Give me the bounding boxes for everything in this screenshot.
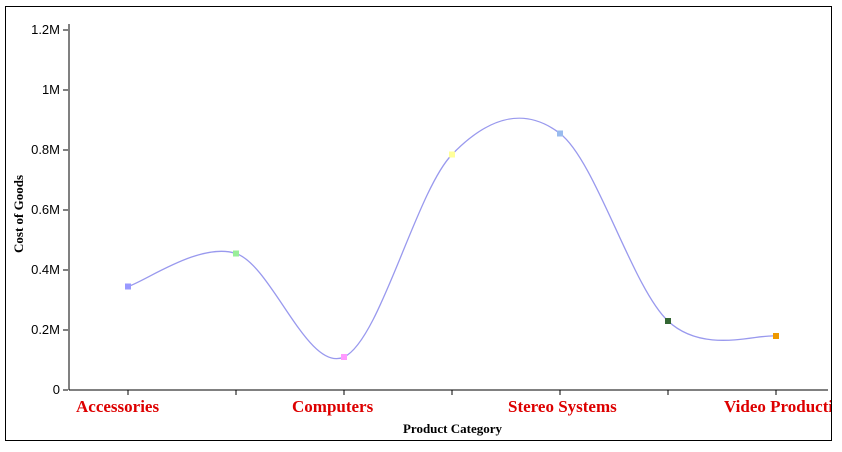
data-point	[773, 333, 779, 339]
y-axis-title: Cost of Goods	[11, 175, 26, 253]
data-points	[125, 130, 779, 360]
y-tick-label: 0.2M	[31, 322, 60, 337]
x-axis-title: Product Category	[403, 421, 503, 436]
x-category-label: Video Production	[724, 397, 832, 416]
y-tick-label: 0.8M	[31, 142, 60, 157]
x-category-label: Computers	[292, 397, 374, 416]
x-category-label: Accessories	[76, 397, 159, 416]
data-point	[557, 130, 563, 137]
data-point	[125, 283, 131, 290]
data-point	[341, 354, 347, 360]
y-tick-label: 0.4M	[31, 262, 60, 277]
data-point	[449, 151, 455, 158]
y-tick-label: 1.2M	[31, 22, 60, 37]
data-point	[233, 250, 239, 257]
x-category-label: Stereo Systems	[508, 397, 617, 416]
data-point	[665, 318, 671, 324]
y-tick-label: 1M	[42, 82, 60, 97]
axes	[63, 24, 828, 395]
line-chart: 0 0.2M 0.4M 0.6M 0.8M 1M 1.2M Accessories Comput…	[11, 22, 832, 436]
chart-frame: 0 0.2M 0.4M 0.6M 0.8M 1M 1.2M Accessories Comput…	[5, 6, 832, 441]
axis-labels: 0 0.2M 0.4M 0.6M 0.8M 1M 1.2M Accessories Comput…	[31, 22, 832, 416]
y-tick-label: 0	[53, 382, 60, 397]
y-tick-label: 0.6M	[31, 202, 60, 217]
